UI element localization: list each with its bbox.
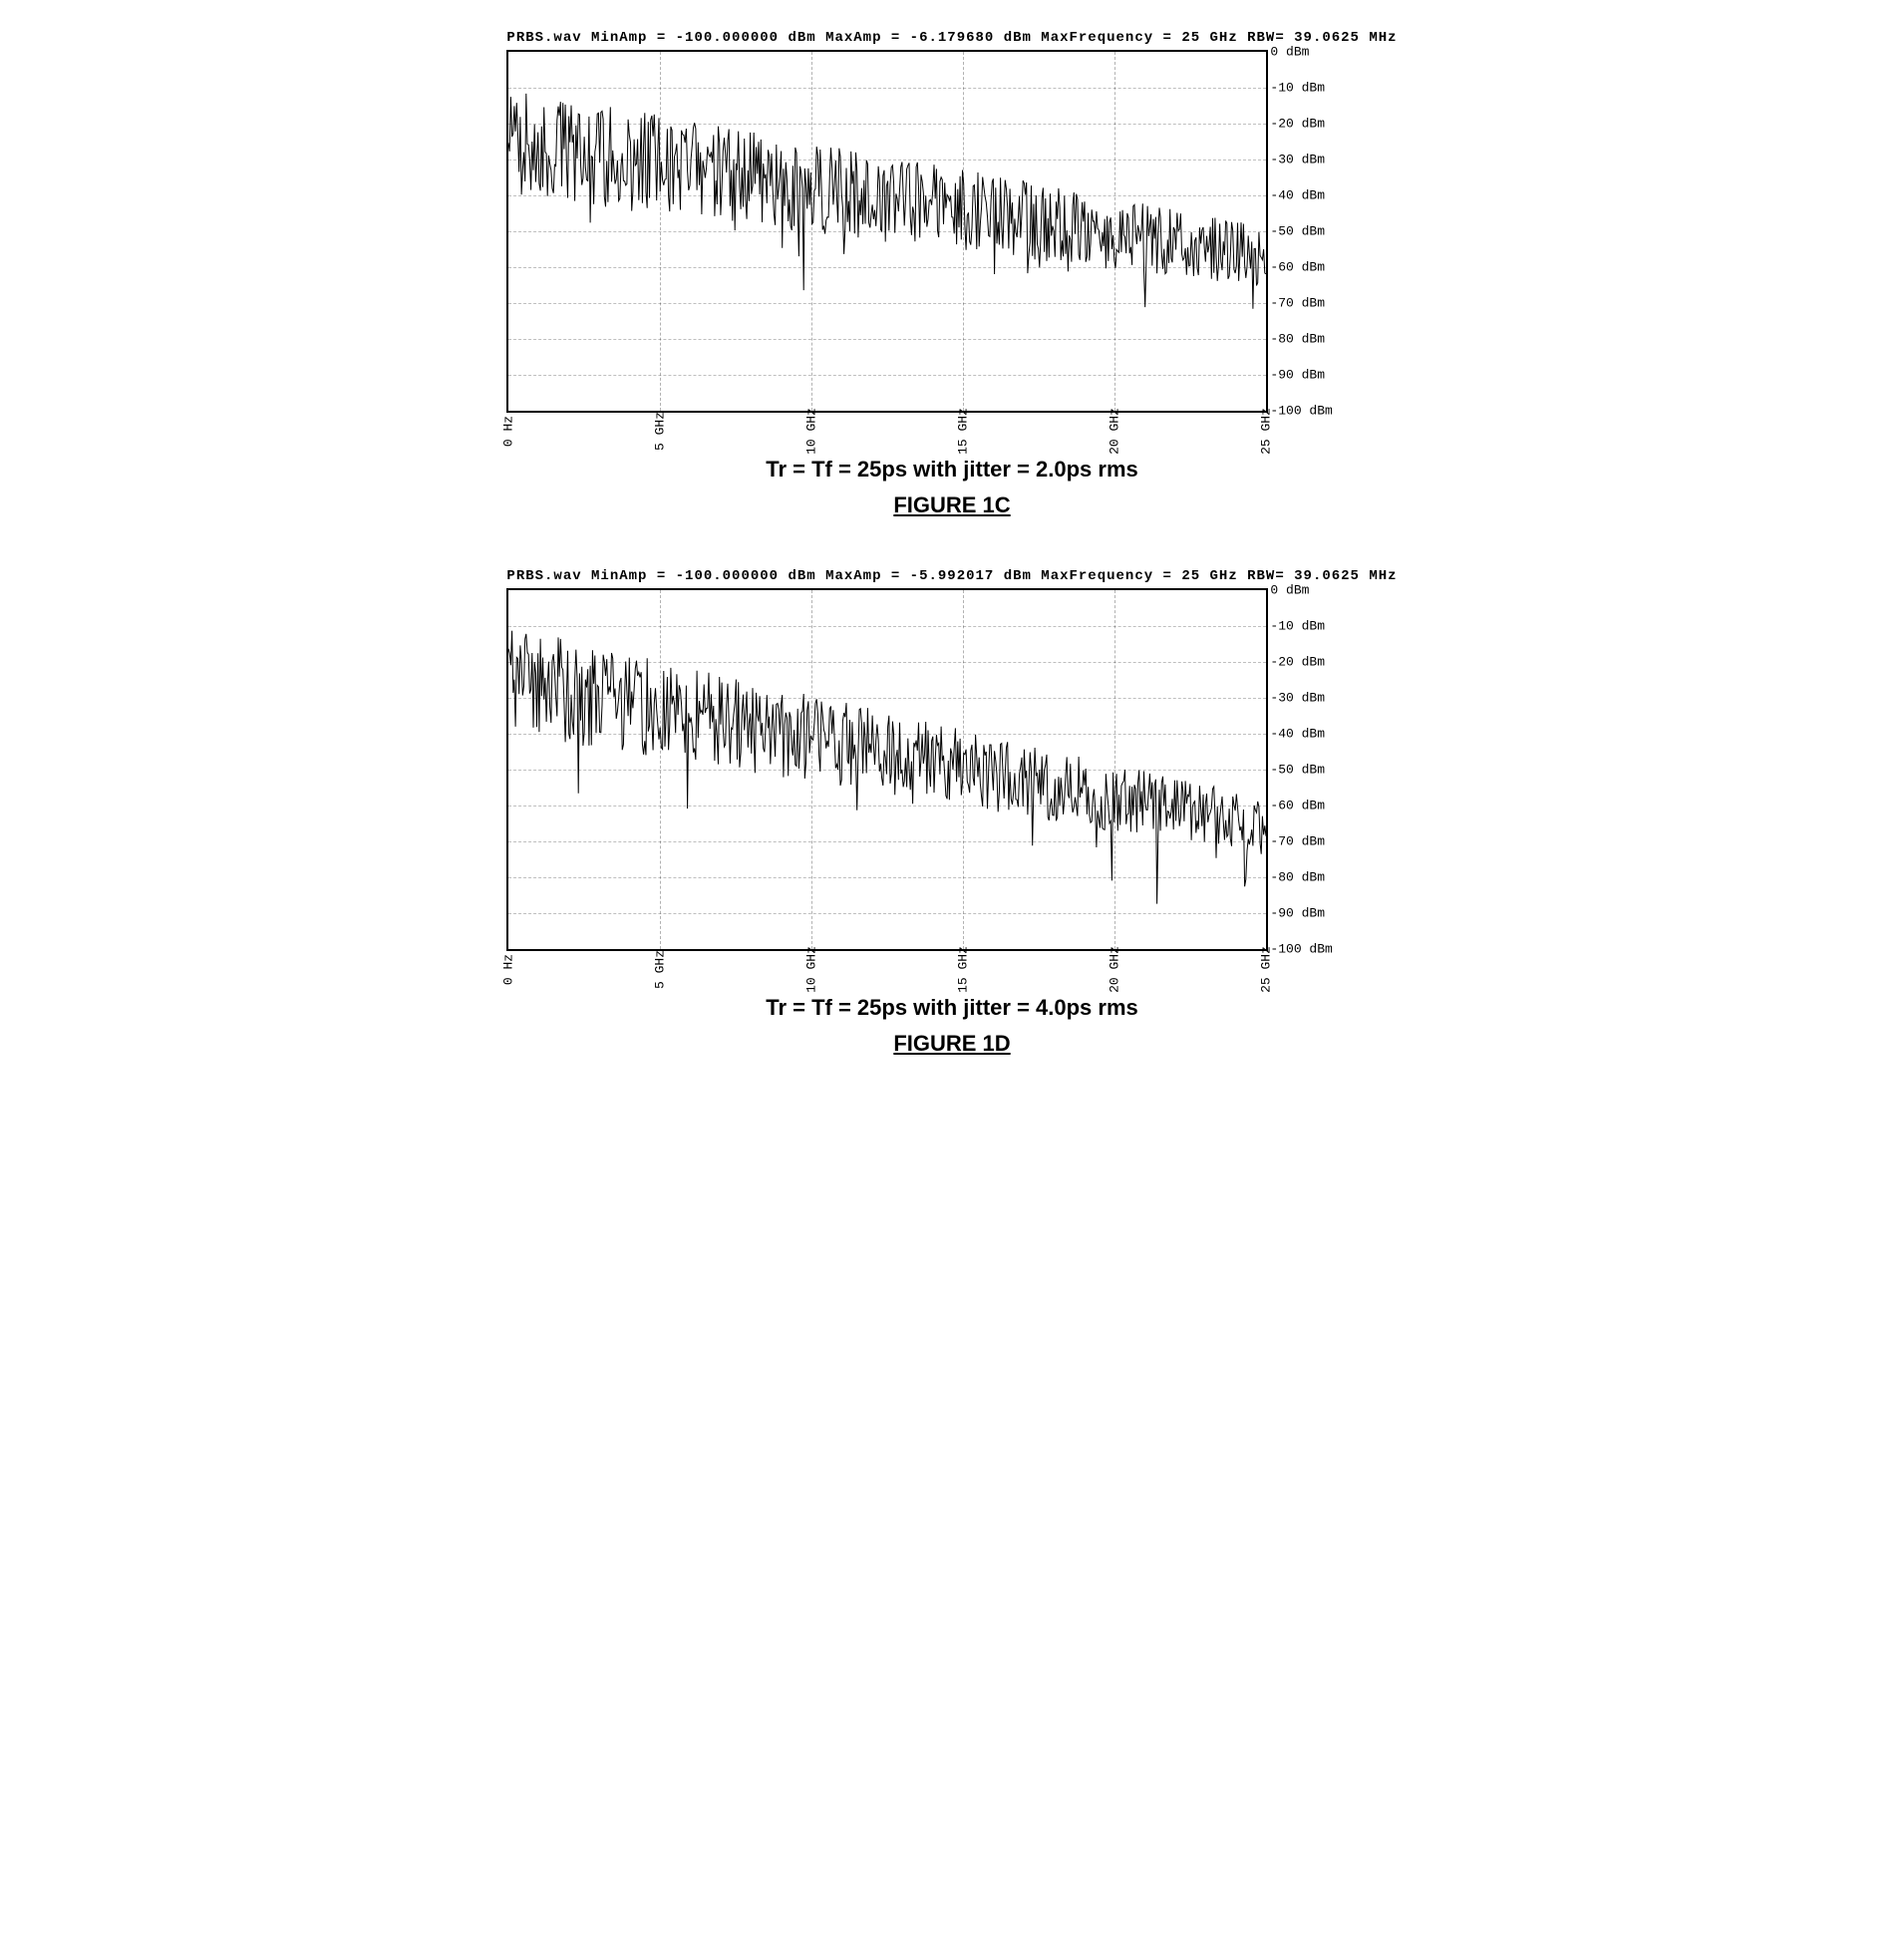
figure-1d-label: FIGURE 1D (893, 1031, 1010, 1057)
spectrum-trace (508, 52, 1266, 411)
x-tick-label: 10 GHz (804, 408, 819, 455)
y-tick-label: -60 dBm (1270, 799, 1322, 813)
y-tick-label: 0 dBm (1270, 45, 1322, 60)
y-tick-label: 0 dBm (1270, 583, 1322, 598)
x-tick-label: 0 Hz (501, 416, 516, 447)
x-tick-label: 15 GHz (956, 946, 971, 993)
y-tick-label: -10 dBm (1270, 81, 1322, 96)
y-tick-label: -10 dBm (1270, 619, 1322, 634)
figure-1d-chart: 0 Hz5 GHz10 GHz15 GHz20 GHz25 GHz0 dBm-1… (506, 588, 1268, 951)
figure-1c-plot: PRBS.wav MinAmp = -100.000000 dBm MaxAmp… (506, 30, 1397, 413)
y-tick-label: -70 dBm (1270, 296, 1322, 311)
y-tick-label: -100 dBm (1270, 404, 1322, 419)
y-tick-label: -50 dBm (1270, 224, 1322, 239)
y-tick-label: -100 dBm (1270, 942, 1322, 957)
y-tick-label: -40 dBm (1270, 188, 1322, 203)
y-tick-label: -80 dBm (1270, 332, 1322, 347)
figure-1d-subtitle: Tr = Tf = 25ps with jitter = 4.0ps rms (766, 995, 1138, 1021)
x-tick-label: 10 GHz (804, 946, 819, 993)
y-tick-label: -90 dBm (1270, 906, 1322, 921)
y-tick-label: -20 dBm (1270, 117, 1322, 132)
figure-1c-label: FIGURE 1C (893, 492, 1010, 518)
x-tick-label: 5 GHz (653, 412, 668, 451)
x-tick-label: 5 GHz (653, 950, 668, 989)
figure-1c-title: PRBS.wav MinAmp = -100.000000 dBm MaxAmp… (506, 30, 1397, 46)
spectrum-trace (508, 590, 1266, 949)
x-tick-label: 0 Hz (501, 954, 516, 985)
x-tick-label: 15 GHz (956, 408, 971, 455)
x-tick-label: 20 GHz (1108, 408, 1122, 455)
x-tick-label: 20 GHz (1108, 946, 1122, 993)
y-tick-label: -20 dBm (1270, 655, 1322, 670)
y-tick-label: -60 dBm (1270, 260, 1322, 275)
y-tick-label: -50 dBm (1270, 763, 1322, 778)
y-tick-label: -70 dBm (1270, 834, 1322, 849)
figure-1d-plot: PRBS.wav MinAmp = -100.000000 dBm MaxAmp… (506, 568, 1397, 951)
figure-1d-title: PRBS.wav MinAmp = -100.000000 dBm MaxAmp… (506, 568, 1397, 584)
figure-1c: PRBS.wav MinAmp = -100.000000 dBm MaxAmp… (506, 30, 1397, 518)
y-tick-label: -30 dBm (1270, 153, 1322, 167)
figure-1c-subtitle: Tr = Tf = 25ps with jitter = 2.0ps rms (766, 457, 1138, 483)
y-tick-label: -90 dBm (1270, 368, 1322, 383)
y-tick-label: -30 dBm (1270, 691, 1322, 706)
y-tick-label: -80 dBm (1270, 870, 1322, 885)
y-tick-label: -40 dBm (1270, 727, 1322, 742)
figure-1c-chart: 0 Hz5 GHz10 GHz15 GHz20 GHz25 GHz0 dBm-1… (506, 50, 1268, 413)
figure-1d: PRBS.wav MinAmp = -100.000000 dBm MaxAmp… (506, 568, 1397, 1057)
